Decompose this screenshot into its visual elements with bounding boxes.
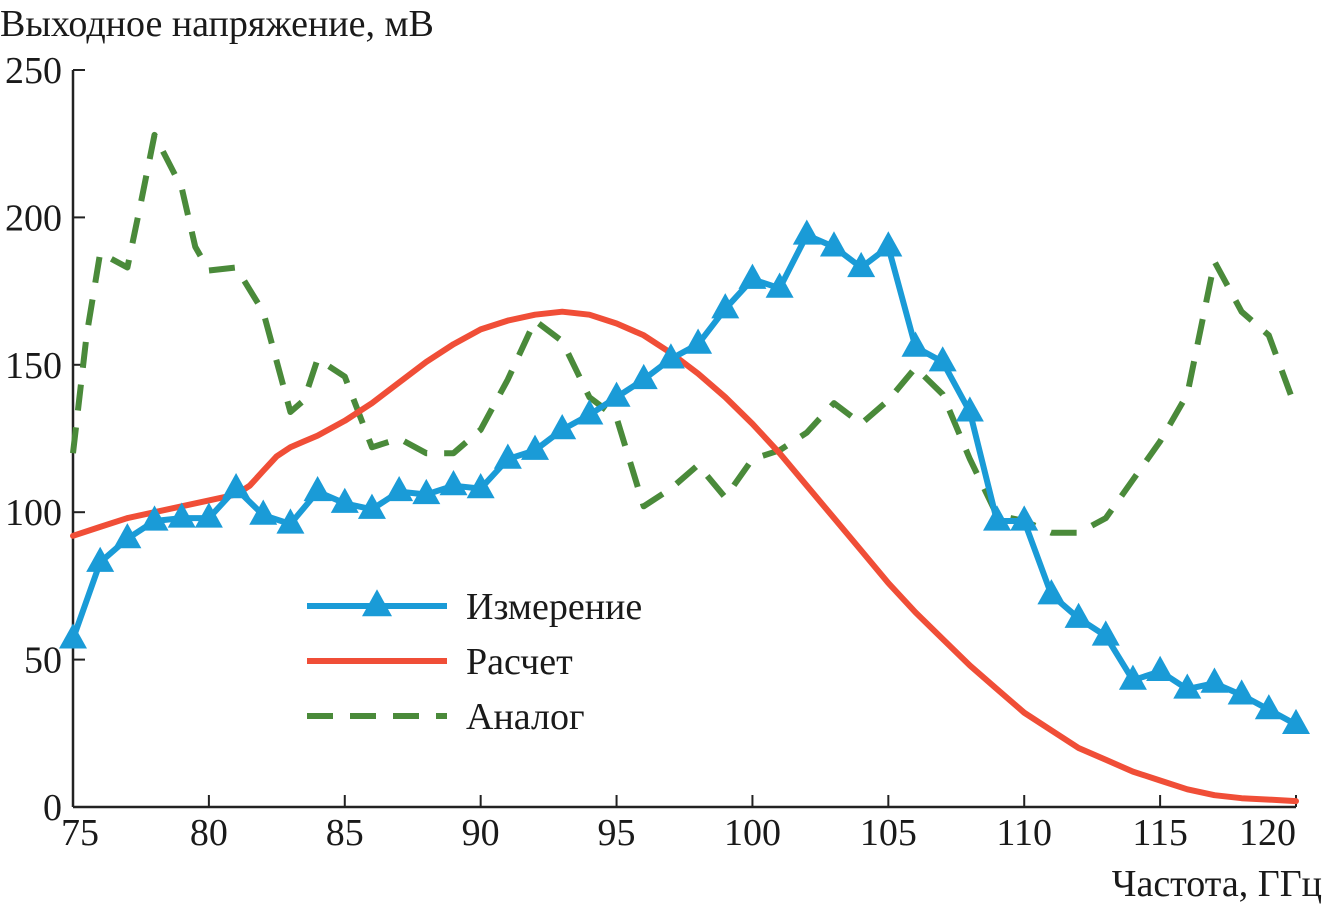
data-point-marker (602, 381, 631, 407)
data-point-marker (140, 505, 169, 531)
data-point-marker (194, 502, 223, 528)
data-point-marker (276, 508, 305, 534)
data-point-marker (1200, 667, 1229, 693)
data-point-marker (928, 346, 957, 372)
series-layer (59, 131, 1310, 805)
data-point-marker (412, 478, 441, 505)
data-point-marker (521, 434, 550, 460)
data-point-marker (1064, 602, 1093, 628)
ticks: 75 80 85 90 95 100 105 110 115 120 0 50 100 150 200 250 (5, 50, 1297, 854)
data-point-marker (1037, 579, 1066, 605)
legend: Измерение Расчет Аналог (307, 586, 642, 738)
x-tick-label: 115 (1132, 812, 1188, 854)
x-tick-label: 120 (1239, 812, 1296, 854)
y-tick-label: 100 (5, 492, 62, 534)
series-1 (59, 219, 1310, 735)
data-point-marker (765, 272, 794, 298)
data-point-marker (1173, 673, 1202, 699)
x-tick-label: 110 (996, 812, 1052, 854)
y-axis-label: Выходное напряжение, мВ (0, 3, 434, 45)
x-tick-label: 75 (61, 812, 99, 854)
x-tick-label: 100 (724, 812, 781, 854)
legend-label: Аналог (466, 696, 585, 738)
data-point-marker (330, 487, 359, 513)
data-point-marker (1091, 620, 1120, 646)
data-point-marker (656, 343, 685, 369)
y-tick-label: 50 (24, 640, 62, 682)
series-line (70, 232, 1299, 728)
y-tick-label: 200 (5, 197, 62, 239)
data-point-marker (113, 523, 142, 549)
data-point-marker (1254, 694, 1283, 720)
x-tick-label: 90 (462, 812, 500, 854)
data-point-marker (1146, 655, 1175, 681)
data-point-marker (167, 502, 196, 528)
legend-item: Аналог (307, 696, 585, 738)
series-2 (70, 308, 1299, 805)
data-point-marker (59, 623, 87, 649)
x-tick-label: 105 (860, 812, 917, 854)
data-point-marker (819, 231, 848, 257)
x-tick-label: 95 (598, 812, 636, 854)
series-line (70, 308, 1299, 805)
data-point-marker (385, 475, 414, 502)
data-point-marker (357, 493, 386, 519)
data-point-marker (466, 472, 495, 499)
y-tick-label: 250 (5, 50, 62, 92)
data-point-marker (548, 414, 577, 440)
x-tick-label: 85 (326, 812, 364, 854)
legend-item: Расчет (307, 641, 573, 683)
y-tick-label: 150 (5, 345, 62, 387)
data-point-marker (439, 470, 468, 496)
data-point-marker (629, 363, 658, 390)
axes (71, 70, 1296, 809)
y-tick-label: 0 (43, 787, 62, 829)
data-point-marker (901, 331, 930, 357)
data-point-marker (684, 328, 713, 354)
data-point-marker (1282, 708, 1310, 735)
data-point-marker (249, 499, 278, 525)
data-point-marker (983, 505, 1012, 531)
data-point-marker (222, 472, 251, 499)
legend-item: Измерение (307, 586, 642, 628)
data-point-marker (792, 219, 821, 245)
data-point-marker (738, 263, 767, 289)
data-point-marker (847, 251, 876, 278)
data-point-marker (575, 399, 604, 425)
series-3 (70, 131, 1299, 536)
data-point-marker (955, 396, 984, 422)
data-point-marker (1227, 679, 1256, 705)
data-point-marker (1010, 505, 1039, 531)
data-point-marker (711, 293, 740, 319)
x-axis-label: Частота, ГГц (1112, 863, 1322, 905)
data-point-marker (303, 475, 332, 502)
legend-label: Расчет (466, 641, 573, 683)
x-tick-label: 80 (190, 812, 228, 854)
data-point-marker (1118, 664, 1147, 690)
data-point-marker (874, 231, 903, 257)
data-point-marker (86, 546, 115, 572)
legend-label: Измерение (466, 586, 642, 628)
series-line (70, 131, 1299, 536)
legend-marker (362, 589, 392, 617)
data-point-marker (493, 443, 522, 469)
